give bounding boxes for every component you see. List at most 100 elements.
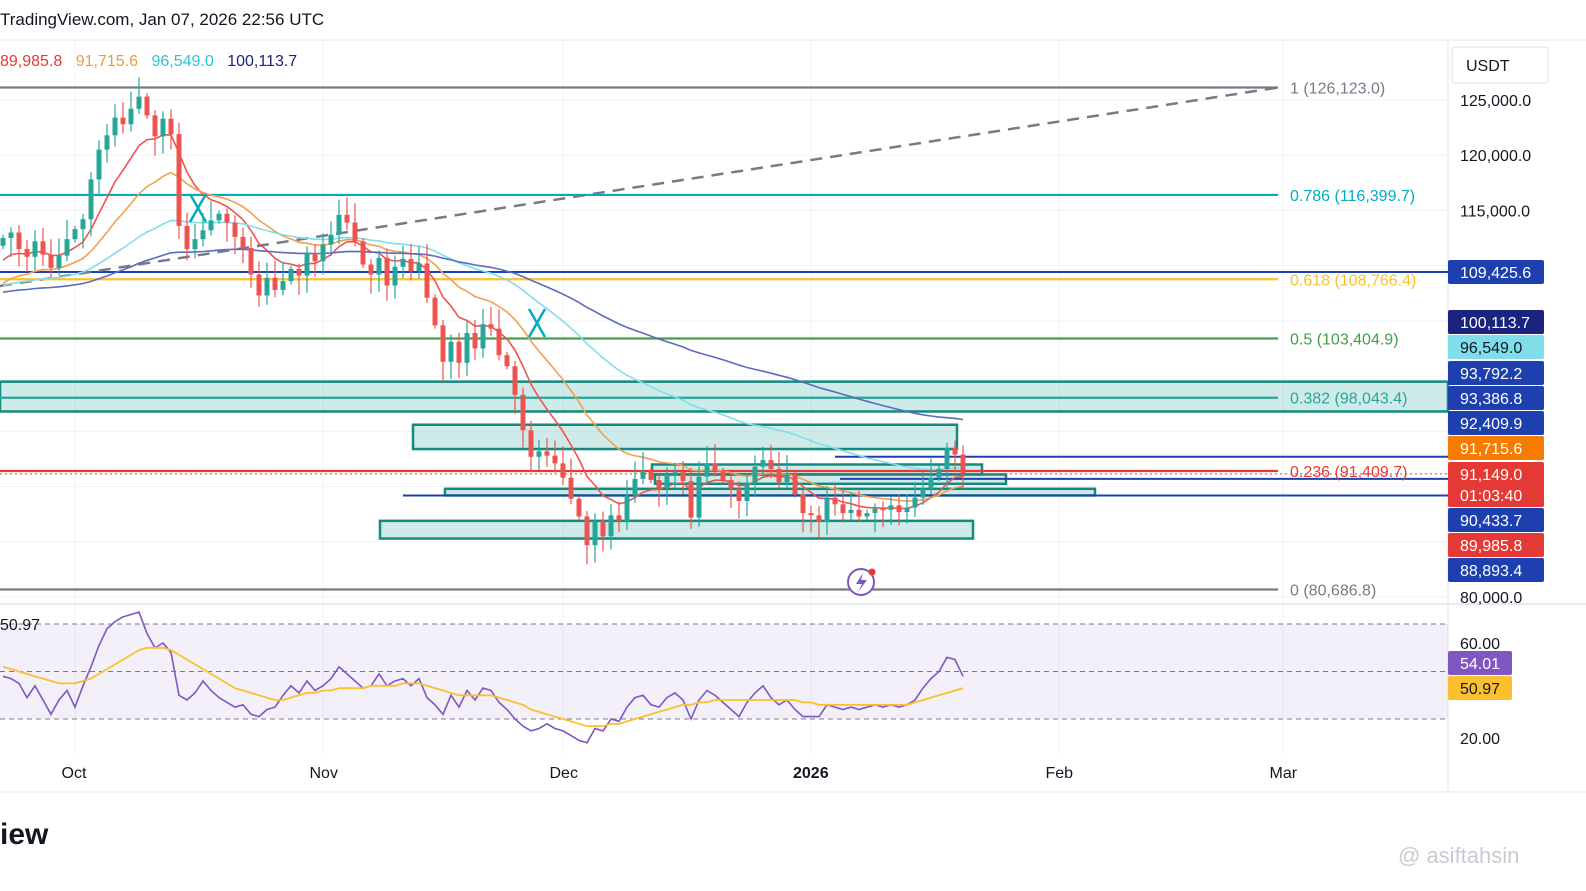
candle-body	[296, 268, 302, 276]
ema-value-3: 96,549.0	[151, 53, 214, 70]
candle-body	[768, 460, 774, 469]
candle-body	[656, 479, 662, 488]
fib-level-label: 1 (126,123.0)	[1290, 81, 1385, 98]
candle-body	[216, 213, 222, 221]
price-tag-label: 100,113.7	[1460, 315, 1530, 332]
rsi-value-tag	[1448, 651, 1512, 675]
candle-body	[320, 244, 326, 262]
candle-body	[456, 341, 462, 363]
chart-source-header: TradingView.com, Jan 07, 2026 22:56 UTC	[0, 10, 325, 29]
rsi-value-tag	[1448, 676, 1512, 700]
price-tag	[1448, 436, 1544, 460]
candle-body	[544, 451, 550, 456]
candle-body	[672, 472, 678, 475]
fib-level-label: 0.382 (98,043.4)	[1290, 391, 1407, 408]
candle-body	[160, 118, 166, 137]
candle-body	[416, 263, 422, 272]
price-tags: 109,425.6 100,113.7 96,549.0 93,792.2 93,386…	[1448, 260, 1544, 700]
price-tag	[1448, 508, 1544, 532]
price-tag	[1448, 335, 1544, 359]
candle-body	[824, 497, 830, 522]
fib-level-label: 0.5 (103,404.9)	[1290, 332, 1399, 349]
candle-body	[0, 238, 6, 246]
candle-body	[536, 451, 542, 457]
candle-body	[384, 257, 390, 286]
candle-body	[80, 219, 86, 230]
candle-body	[400, 259, 406, 267]
candle-body	[120, 117, 126, 125]
candle-body	[648, 471, 654, 480]
candle-body	[312, 253, 318, 262]
ema-slow-line	[2, 219, 964, 471]
candle-body	[664, 474, 670, 488]
zone-box	[0, 380, 1450, 413]
candle-body	[880, 508, 886, 511]
candle-body	[896, 505, 902, 513]
candle-body	[480, 324, 486, 349]
candle-body	[184, 225, 190, 250]
lightning-bolt-icon	[856, 573, 867, 592]
candle-body	[8, 232, 14, 239]
candle-body	[112, 117, 118, 136]
candle-body	[600, 520, 606, 537]
candle-body	[568, 477, 574, 499]
zone-box	[411, 423, 959, 451]
candle-body	[888, 505, 894, 510]
price-tag	[1448, 483, 1544, 507]
candle-body	[720, 471, 726, 480]
candle-body	[528, 430, 534, 457]
candle-body	[960, 454, 966, 474]
candle-body	[848, 509, 854, 514]
candle-body	[288, 268, 294, 282]
candle-body	[264, 277, 270, 296]
candle-body	[352, 222, 358, 242]
price-tag-label: 93,386.8	[1460, 391, 1522, 408]
rsi-ma-line	[2, 646, 964, 727]
candle-body	[448, 341, 454, 362]
ema-value-4: 100,113.7	[227, 53, 298, 70]
candle-body	[728, 479, 734, 489]
price-tag-label: 92,409.9	[1460, 416, 1522, 433]
price-axis-tick: 80,000.0	[1460, 590, 1522, 607]
candle-body	[856, 509, 862, 517]
rsi-axis-tick: 60.00	[1460, 636, 1500, 653]
candle-body	[736, 488, 742, 501]
candle-body	[904, 507, 910, 513]
fib-level-label: 0.618 (108,766.4)	[1290, 272, 1416, 289]
candle-body	[176, 134, 182, 226]
candle-body	[48, 254, 54, 268]
candle-body	[392, 266, 398, 286]
candle-body	[584, 516, 590, 546]
chart-grid	[0, 39, 1586, 793]
candle-body	[816, 515, 822, 522]
fibonacci-retracement: 1 (126,123.0) 0.786 (116,399.7) 0.618 (108…	[0, 81, 1448, 600]
candle-body	[560, 463, 566, 478]
axes: USDT 125,000.0 120,000.0 115,000.0 80,000.0 6…	[62, 46, 1549, 782]
candle-body	[360, 241, 366, 265]
candle-body	[272, 277, 278, 290]
candle-body	[944, 447, 950, 469]
candle-body	[56, 255, 62, 268]
price-tag	[1448, 310, 1544, 334]
price-axis-tick: 120,000.0	[1460, 148, 1531, 165]
candle-body	[784, 474, 790, 483]
candle-body	[680, 472, 686, 482]
price-tag-label: 91,149.0	[1460, 467, 1522, 484]
candle-body	[328, 234, 334, 245]
rsi-axis-tick: 20.00	[1460, 731, 1500, 748]
candle-body	[952, 447, 958, 455]
candle-body	[344, 214, 350, 223]
fib-trend-line	[0, 86, 1279, 288]
candle-body	[808, 513, 814, 516]
candle-body	[88, 179, 94, 220]
moving-average-legend: 89,985.8 91,715.6 96,549.0 100,113.7	[0, 53, 306, 71]
rsi-value-label: 54.01	[1460, 656, 1500, 673]
candle-body	[144, 96, 150, 116]
rsi-value-label: 50.97	[1460, 681, 1500, 698]
candlesticks	[0, 77, 966, 565]
price-tag-label: 91,715.6	[1460, 441, 1522, 458]
price-tag	[1448, 386, 1544, 410]
candle-body	[640, 471, 646, 479]
candle-body	[792, 474, 798, 495]
